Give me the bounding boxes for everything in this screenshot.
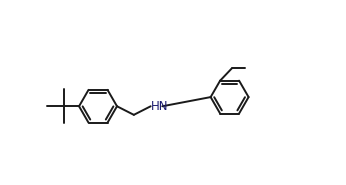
Text: HN: HN [151, 100, 168, 113]
